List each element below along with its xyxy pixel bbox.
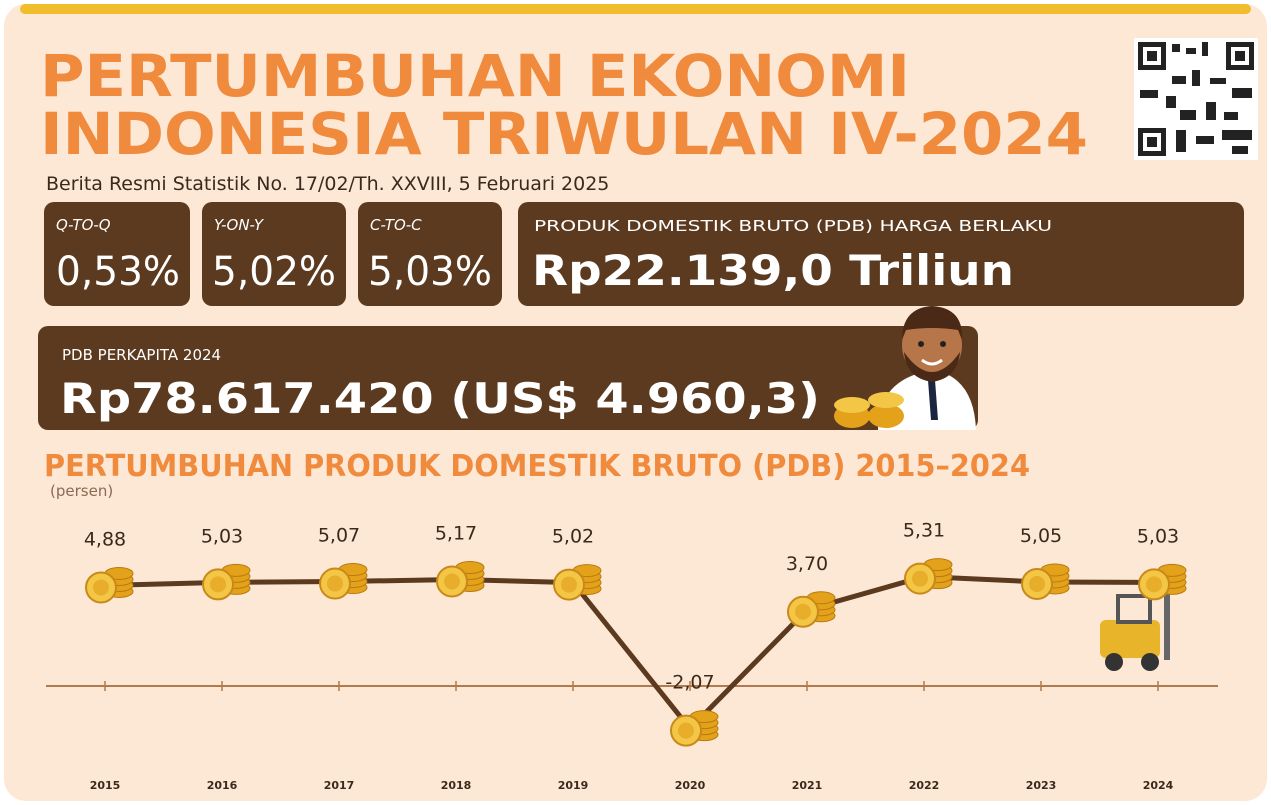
value-label: 5,07	[318, 525, 360, 547]
qr-code	[1134, 38, 1258, 160]
coin-inner	[93, 579, 109, 595]
value-label: 5,02	[552, 526, 594, 548]
value-label: 5,17	[435, 522, 477, 544]
stat-label: Q-TO-Q	[56, 216, 111, 234]
subtitle: Berita Resmi Statistik No. 17/02/Th. XXV…	[46, 173, 609, 195]
stat-label: Y-ON-Y	[214, 216, 265, 234]
title-line-2: INDONESIA TRIWULAN IV-2024	[40, 100, 1088, 168]
x-tick-label: 2023	[1026, 779, 1057, 792]
x-tick-label: 2021	[792, 779, 823, 792]
x-tick-label: 2024	[1143, 779, 1174, 792]
per-capita-value: Rp78.617.420 (US$ 4.960,3)	[60, 374, 820, 423]
pdb-label: PRODUK DOMESTIK BRUTO (PDB) HARGA BERLAK…	[534, 217, 1052, 235]
stat-label: C-TO-C	[370, 216, 422, 234]
x-tick-label: 2022	[909, 779, 940, 792]
x-tick-label: 2018	[441, 779, 472, 792]
value-label: 5,03	[1137, 525, 1179, 547]
per-capita-label: PDB PERKAPITA 2024	[62, 346, 221, 364]
y-axis-label: (persen)	[50, 482, 113, 500]
x-tick-label: 2016	[207, 779, 238, 792]
value-label: 5,03	[201, 525, 243, 547]
stat-value: 5,03%	[368, 249, 492, 295]
stat-q-to-q: Q-TO-Q 0,53%	[44, 202, 190, 306]
stat-value: 5,02%	[212, 249, 336, 295]
x-tick-label: 2017	[324, 779, 355, 792]
x-tick-label: 2015	[90, 779, 121, 792]
coin-inner	[1029, 576, 1045, 592]
x-tick-label: 2020	[675, 779, 706, 792]
top-bar	[20, 4, 1251, 14]
coin-inner	[795, 604, 811, 620]
value-label: 3,70	[786, 553, 828, 575]
coin-inner	[1146, 576, 1162, 592]
stat-y-on-y: Y-ON-Y 5,02%	[202, 202, 346, 306]
value-label: 5,31	[903, 520, 945, 542]
pdb-value: Rp22.139,0 Triliun	[532, 246, 1014, 295]
x-tick-label: 2019	[558, 779, 589, 792]
chart-title: PERTUMBUHAN PRODUK DOMESTIK BRUTO (PDB) …	[44, 449, 1030, 484]
value-label: 4,88	[84, 528, 126, 550]
stat-value: 0,53%	[56, 249, 180, 295]
coin-inner	[444, 573, 460, 589]
coin-inner	[912, 571, 928, 587]
coin-inner	[678, 723, 694, 739]
stat-c-to-c: C-TO-C 5,03%	[358, 202, 502, 306]
coin-inner	[561, 577, 577, 593]
coin-inner	[327, 576, 343, 592]
value-label: -2,07	[665, 672, 714, 694]
pdb-box: PRODUK DOMESTIK BRUTO (PDB) HARGA BERLAK…	[518, 202, 1244, 306]
coin-inner	[210, 576, 226, 592]
infographic: PERTUMBUHAN EKONOMI INDONESIA TRIWULAN I…	[0, 0, 1271, 805]
value-label: 5,05	[1020, 525, 1062, 547]
